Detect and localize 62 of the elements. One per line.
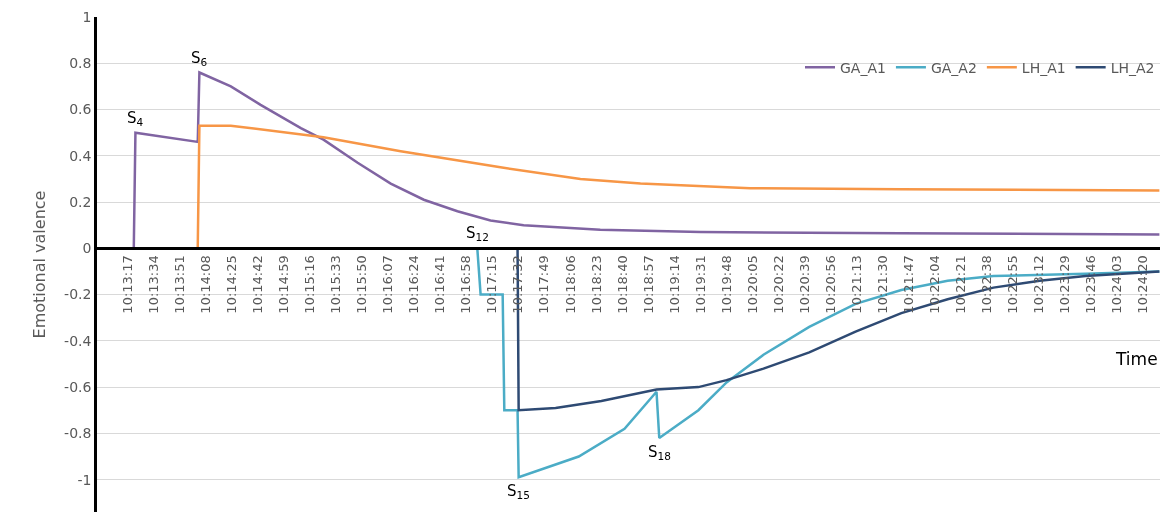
x-tick-label: 10:19:14 — [666, 255, 682, 314]
x-tick-label: 10:18:57 — [640, 255, 656, 314]
annotation: S$_{6}$ — [191, 49, 208, 69]
legend-label: GA_A2 — [930, 59, 977, 76]
y-tick-label: 0.4 — [69, 147, 92, 164]
x-tick-label: 10:14:08 — [198, 255, 214, 314]
x-tick-label: 10:23:46 — [1083, 255, 1099, 314]
y-tick-label: -0.6 — [64, 378, 92, 395]
x-tick-label: 10:16:58 — [458, 255, 474, 314]
x-tick-label: 10:21:30 — [874, 255, 890, 314]
y-tick-label: -1 — [77, 471, 92, 488]
x-tick-label: 10:18:23 — [588, 255, 604, 314]
y-tick-label: 0.2 — [69, 193, 92, 210]
y-tick-label: -0.8 — [64, 425, 92, 442]
x-tick-label: 10:20:39 — [796, 255, 812, 314]
x-tick-label: 10:24:03 — [1109, 255, 1125, 314]
x-tick-label: 10:17:49 — [536, 255, 552, 314]
y-tick-label: -0.2 — [64, 286, 92, 303]
x-tick-label: 10:14:25 — [224, 255, 240, 314]
x-tick-label: 10:19:31 — [692, 255, 708, 314]
x-tick-label: 10:22:38 — [979, 255, 995, 314]
x-tick-label: 10:21:13 — [848, 255, 864, 314]
x-tick-label: 10:24:20 — [1135, 255, 1151, 314]
x-tick-label: 10:13:51 — [171, 255, 187, 314]
x-tick-label: 10:17:32 — [510, 255, 526, 314]
x-tick-label: 10:23:29 — [1057, 255, 1073, 314]
x-tick-label: 10:14:59 — [276, 255, 292, 314]
y-tick-label: -0.4 — [64, 332, 92, 349]
annotation: S$_{15}$ — [507, 482, 530, 502]
x-tick-label: 10:22:21 — [953, 255, 969, 314]
y-tick-label: 1 — [82, 8, 92, 25]
x-tick-label: 10:19:48 — [718, 255, 734, 314]
x-tick-label: 10:15:33 — [328, 255, 344, 314]
x-tick-label: 10:20:22 — [770, 255, 786, 314]
annotation: S$_{12}$ — [466, 224, 489, 244]
x-tick-label: 10:17:15 — [484, 255, 500, 314]
y-tick-label: 0 — [82, 240, 92, 257]
x-tick-label: 10:18:40 — [614, 255, 630, 314]
x-tick-label: 10:13:34 — [145, 255, 161, 314]
y-axis-title: Emotional valence — [30, 190, 50, 339]
x-tick-label: 10:16:24 — [406, 255, 422, 314]
legend-label: GA_A1 — [840, 59, 886, 76]
legend-label: LH_A2 — [1110, 59, 1155, 76]
x-tick-label: 10:21:47 — [901, 255, 917, 314]
x-tick-label: 10:14:42 — [250, 255, 266, 314]
legend-label: LH_A1 — [1021, 59, 1066, 76]
x-tick-label: 10:13:17 — [119, 255, 135, 314]
annotation: S$_{4}$ — [127, 109, 144, 129]
x-tick-label: 10:16:07 — [380, 255, 396, 314]
x-tick-label: 10:22:55 — [1005, 255, 1021, 314]
x-tick-label: 10:22:04 — [927, 255, 943, 314]
x-tick-label: 10:23:12 — [1031, 255, 1047, 314]
y-tick-label: 0.8 — [69, 55, 92, 72]
x-tick-label: 10:20:56 — [822, 255, 838, 314]
x-tick-label: 10:16:41 — [432, 255, 448, 314]
x-tick-label: 10:15:50 — [354, 255, 370, 314]
x-tick-label: 10:18:06 — [562, 255, 578, 314]
x-tick-label: 10:15:16 — [302, 255, 318, 314]
x-axis-title: Time — [1115, 349, 1158, 369]
x-tick-label: 10:20:05 — [744, 255, 760, 314]
annotation: S$_{18}$ — [648, 443, 671, 463]
y-tick-label: 0.6 — [69, 101, 92, 118]
